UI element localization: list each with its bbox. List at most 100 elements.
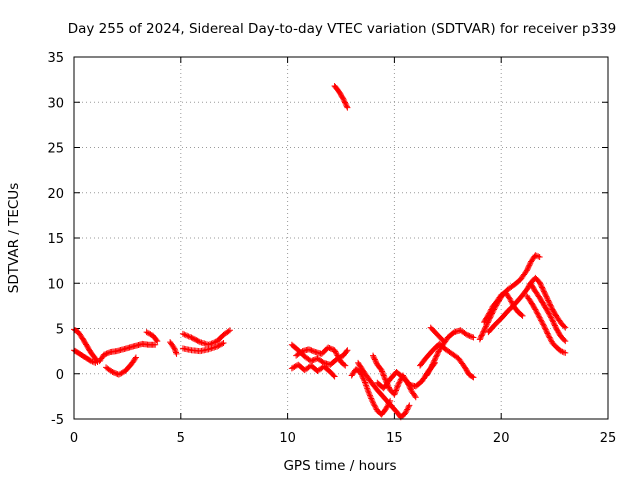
data-point: [369, 398, 376, 405]
data-point: [431, 356, 438, 363]
data-point: [479, 329, 486, 336]
data-point: [370, 401, 377, 408]
track-segment-r: [417, 340, 477, 381]
data-point: [538, 283, 545, 290]
data-point: [488, 306, 495, 313]
data-point: [561, 323, 568, 330]
data-point: [391, 391, 398, 398]
data-point: [543, 294, 550, 301]
data-point: [380, 372, 387, 379]
data-point: [540, 322, 547, 329]
data-point: [92, 359, 99, 366]
data-point: [402, 410, 409, 417]
data-point: [343, 102, 350, 109]
data-point: [533, 307, 540, 314]
data-point: [335, 353, 342, 360]
data-point: [519, 312, 526, 319]
y-tick-label: 30: [47, 96, 64, 111]
data-point: [118, 370, 125, 377]
data-point: [540, 321, 547, 328]
track-segment-t: [476, 252, 543, 343]
y-axis-label: SDTVAR / TECUs: [6, 183, 22, 293]
data-point: [544, 308, 551, 315]
data-point: [372, 405, 379, 412]
data-point: [185, 333, 192, 340]
y-tick-label: 20: [47, 187, 64, 202]
data-point: [544, 296, 551, 303]
data-point: [561, 337, 568, 344]
data-point: [526, 261, 533, 268]
data-point: [404, 405, 411, 412]
data-point: [336, 356, 343, 363]
data-point: [110, 369, 117, 376]
data-point: [405, 403, 412, 410]
data-point: [411, 393, 418, 400]
track-segment-l: [331, 82, 351, 111]
data-point: [360, 376, 367, 383]
data-point: [525, 264, 532, 271]
data-point: [100, 351, 107, 358]
data-point: [543, 329, 550, 336]
data-point: [482, 323, 489, 330]
data-point: [311, 348, 318, 355]
data-point: [308, 347, 315, 354]
data-point: [534, 310, 541, 317]
data-point: [550, 318, 557, 325]
data-point: [532, 252, 539, 259]
data-point: [340, 96, 347, 103]
track-segment-i: [288, 341, 351, 368]
data-point: [552, 323, 559, 330]
data-point: [342, 100, 349, 107]
data-point: [154, 338, 161, 345]
data-point: [433, 353, 440, 360]
data-point: [102, 351, 109, 358]
track-segment-j: [288, 361, 338, 380]
data-point: [551, 322, 558, 329]
data-point: [372, 403, 379, 410]
data-point: [549, 317, 556, 324]
data-point: [540, 288, 547, 295]
data-point: [332, 348, 339, 355]
data-point: [385, 384, 392, 391]
data-point: [341, 361, 348, 368]
data-point: [541, 324, 548, 331]
data-point: [184, 332, 191, 339]
track-segment-e: [143, 329, 161, 345]
data-point: [371, 355, 378, 362]
track-segment-q: [423, 327, 477, 379]
data-point: [506, 295, 513, 302]
data-point: [393, 386, 400, 393]
data-point: [485, 311, 492, 318]
data-point: [382, 406, 389, 413]
data-point: [547, 302, 554, 309]
data-points: [71, 82, 569, 421]
data-point: [543, 327, 550, 334]
data-point: [214, 343, 221, 350]
data-point: [484, 313, 491, 320]
data-point: [481, 327, 488, 334]
data-point: [524, 266, 531, 273]
data-point: [545, 298, 552, 305]
data-point: [335, 355, 342, 362]
data-point: [216, 342, 223, 349]
data-point: [482, 324, 489, 331]
data-point: [379, 368, 386, 375]
track-segment-h: [179, 339, 227, 355]
data-point: [112, 370, 119, 377]
data-point: [343, 348, 350, 355]
data-point: [547, 313, 554, 320]
data-point: [560, 349, 567, 356]
data-point: [329, 346, 336, 353]
data-point: [433, 352, 440, 359]
data-point: [523, 267, 530, 274]
plot-frame: [73, 56, 609, 420]
data-point: [393, 387, 400, 394]
data-point: [331, 373, 338, 380]
data-point: [220, 339, 227, 346]
data-point: [146, 330, 153, 337]
data-point: [366, 392, 373, 399]
track-segment-d: [103, 354, 139, 378]
data-point: [362, 380, 369, 387]
data-point: [545, 310, 552, 317]
